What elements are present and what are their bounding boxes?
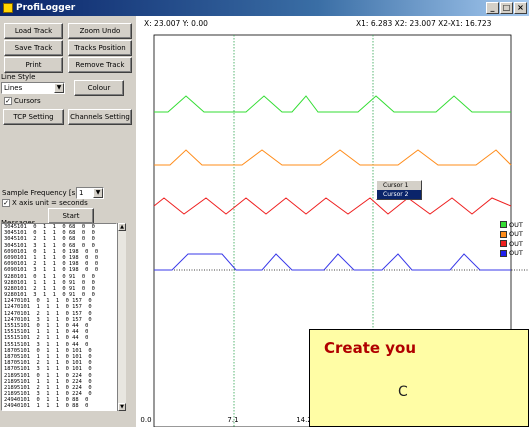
legend-item[interactable]: OUT [500,230,529,240]
message-row[interactable]: 21895101 3 1 1 0 224 0 [4,391,92,398]
zoom-undo-button[interactable]: Zoom Undo [68,23,132,39]
message-row[interactable]: 12470101 2 1 1 0 157 0 [4,310,92,317]
message-row[interactable]: 9280101 1 1 1 0 91 0 0 [4,279,95,286]
app-icon [3,3,13,13]
plot-canvas[interactable] [136,16,529,427]
message-row[interactable]: 3045101 2 1 1 0 68 0 0 [4,236,95,243]
messages-scrollbar[interactable]: ▲ ▼ [117,223,126,411]
message-row[interactable]: 24940101 0 1 1 0 88 0 [4,397,89,404]
line-style-select[interactable]: Lines ▼ [1,82,65,94]
window-controls: _ □ × [486,2,527,14]
x-tick-label: 7.1 [227,416,239,424]
check-icon: ✓ [2,199,10,207]
message-row[interactable]: 3045101 3 1 1 0 68 0 0 [4,242,95,249]
cursors-label: Cursors [14,97,41,105]
message-row[interactable]: 18705101 1 1 1 0 101 0 [4,353,92,360]
message-row[interactable]: 18705101 2 1 1 0 101 0 [4,360,92,367]
message-row[interactable]: 24940101 2 1 1 0 88 0 [2,410,116,411]
remove-track-button[interactable]: Remove Track [68,57,132,73]
message-row[interactable]: 6090101 0 1 1 0 198 0 0 [4,248,99,255]
message-row[interactable]: 12470101 0 1 1 0 157 0 [4,298,92,305]
cursor-xy-readout: X: 23.007 Y: 0.00 [144,19,208,28]
message-row[interactable]: 18705101 0 1 1 0 101 0 [4,347,92,354]
message-row[interactable]: 12470101 1 1 1 0 157 0 [4,304,92,311]
legend-item[interactable]: OUT [500,249,529,259]
sample-frequency-label: Sample Frequency [s]: [2,189,81,197]
sample-frequency-value: 1 [79,189,84,197]
chevron-down-icon[interactable]: ▼ [93,188,103,198]
title-bar[interactable]: ProfiLogger _ □ × [0,0,529,16]
legend-swatch [500,221,507,229]
load-track-button[interactable]: Load Track [4,23,63,39]
messages-list[interactable]: 3045101 0 1 1 0 68 0 0 3045101 0 1 1 0 68… [1,223,117,411]
legend-label: OUT [509,239,523,248]
legend-item[interactable]: OUT [500,239,529,249]
scroll-up-icon[interactable]: ▲ [118,223,126,231]
message-row[interactable]: 9280101 2 1 1 0 91 0 0 [4,285,95,292]
maximize-button[interactable]: □ [500,2,513,14]
minimize-button[interactable]: _ [486,2,499,14]
message-row[interactable]: 9280101 3 1 1 0 91 0 0 [4,292,95,299]
save-track-button[interactable]: Save Track [4,40,63,56]
message-row[interactable]: 15515101 0 1 1 0 44 0 [4,323,89,329]
sample-frequency-select[interactable]: 1 ▼ [76,187,104,199]
track-out-2 [154,149,512,166]
message-row[interactable]: 24940101 1 1 1 0 88 0 [4,403,89,410]
message-row[interactable]: 12470101 3 1 1 0 157 0 [4,316,92,323]
message-row[interactable]: 15515101 3 1 1 0 44 0 [4,341,89,348]
plot-frame [153,34,512,427]
start-button[interactable]: Start [48,208,94,224]
legend-label: OUT [509,249,523,258]
xaxis-unit-label: X axis unit = seconds [12,199,88,207]
cursor-context-menu: Cursor 1 Cursor 2 [376,180,422,200]
message-row[interactable]: 21895101 1 1 1 0 224 0 [4,378,92,385]
promo-banner[interactable]: Create you C [309,329,529,427]
cursor-delta-readout: X1: 6.283 X2: 23.007 X2-X1: 16.723 [356,19,492,28]
legend-label: OUT [509,230,523,239]
track-out-4 [154,253,511,271]
legend: OUT OUT OUT OUT [500,220,529,258]
x-tick-label: 14.2 [296,416,312,424]
menu-item-cursor-1[interactable]: Cursor 1 [383,182,409,189]
message-row[interactable]: 21895101 2 1 1 0 224 0 [4,384,92,391]
line-style-value: Lines [4,84,23,92]
message-row[interactable]: 6090101 3 1 1 0 198 0 0 [4,267,99,274]
message-row[interactable]: 15515101 1 1 1 0 44 0 [4,329,89,336]
check-icon: ✓ [4,97,12,105]
track-out-3 [153,197,512,215]
channels-setting-button[interactable]: Channels Setting [68,109,132,125]
xaxis-unit-checkbox[interactable]: ✓ X axis unit = seconds [2,199,88,208]
scroll-down-icon[interactable]: ▼ [118,403,126,411]
line-style-label: Line Style [1,73,36,81]
message-row[interactable]: 18705101 3 1 1 0 101 0 [4,366,92,373]
legend-label: OUT [509,220,523,229]
legend-swatch [500,230,507,238]
message-row[interactable]: 9280101 0 1 1 0 91 0 0 [4,273,95,280]
legend-swatch [500,249,507,257]
legend-item[interactable]: OUT [500,220,529,230]
close-button[interactable]: × [514,2,527,14]
track-out-1 [154,95,511,113]
legend-swatch [500,240,507,248]
tcp-setting-button[interactable]: TCP Setting [3,109,64,125]
window-title: ProfiLogger [16,3,76,13]
x-tick-label: 0.0 [140,416,152,424]
message-row[interactable]: 3045101 0 1 1 0 68 0 0 [4,224,95,230]
message-row[interactable]: 21895101 0 1 1 0 224 0 [4,372,92,379]
promo-subtitle: C [398,384,408,400]
print-button[interactable]: Print [4,57,63,73]
promo-title: Create you [324,339,417,357]
message-row[interactable]: 15515101 2 1 1 0 44 0 [4,335,89,342]
chevron-down-icon[interactable]: ▼ [54,83,64,93]
colour-button[interactable]: Colour [74,80,124,96]
message-row[interactable]: 6090101 2 1 1 0 198 0 0 [4,261,99,268]
tracks-position-button[interactable]: Tracks Position [68,40,132,56]
message-row[interactable]: 6090101 1 1 1 0 198 0 0 [4,254,99,261]
menu-item-cursor-2[interactable]: Cursor 2 [377,190,421,199]
cursors-checkbox[interactable]: ✓ Cursors [4,97,41,106]
message-row[interactable]: 3045101 0 1 1 0 68 0 0 [4,230,95,237]
